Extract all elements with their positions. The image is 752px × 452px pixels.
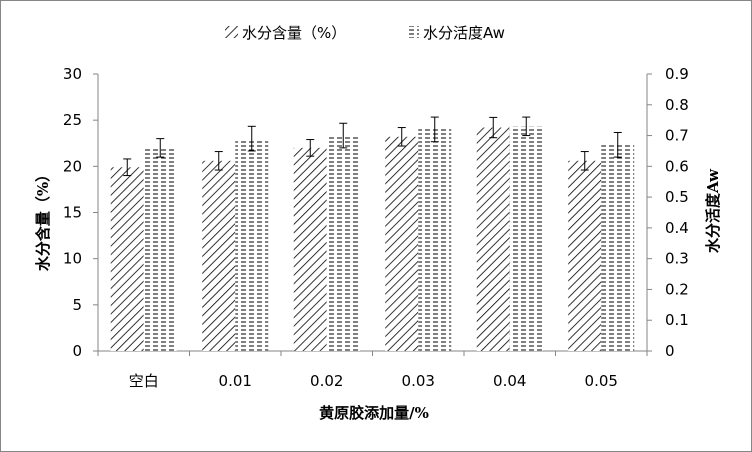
bar-aw [235, 138, 269, 351]
bar-aw [143, 147, 177, 351]
x-tick-label: 0.05 [585, 372, 618, 390]
right-tick-label: 0.9 [665, 65, 689, 83]
right-tick-label: 0.3 [665, 250, 689, 268]
bar-moisture [568, 160, 602, 351]
left-y-ticks: 0 5 10 15 20 25 30 [63, 65, 98, 360]
right-tick-label: 0 [665, 342, 675, 360]
x-ticks: 空白 0.01 0.02 0.03 0.04 0.05 [97, 351, 648, 390]
left-tick-label: 25 [63, 111, 82, 129]
legend-swatch-aw [406, 26, 419, 38]
x-tick-label: 0.01 [219, 372, 252, 390]
right-tick-label: 0.5 [665, 188, 689, 206]
right-tick-label: 0.1 [665, 311, 689, 329]
x-tick-label: 0.02 [310, 372, 343, 390]
left-tick-label: 15 [63, 204, 82, 222]
bar-aw [418, 129, 452, 351]
right-tick-label: 0.6 [665, 157, 689, 175]
bar-moisture [293, 147, 327, 351]
error-bars [123, 116, 622, 177]
x-tick-label: 空白 [129, 372, 159, 390]
legend: 水分含量（%） 水分活度Aw [225, 24, 505, 42]
bar-moisture [202, 160, 236, 351]
right-tick-label: 0.8 [665, 96, 689, 114]
right-tick-label: 0.2 [665, 280, 689, 298]
bar-moisture [476, 127, 510, 351]
bar-aw [601, 144, 635, 351]
bar-aw [326, 135, 360, 351]
left-tick-label: 10 [63, 250, 82, 268]
legend-label-moisture: 水分含量（%） [242, 24, 346, 42]
right-tick-label: 0.7 [665, 127, 689, 145]
y-axis-title-right: 水分活度Aw [704, 168, 722, 253]
left-tick-label: 30 [63, 65, 82, 83]
right-y-ticks: 0 0.1 0.2 0.3 0.4 0.5 0.6 0.7 0.8 0.9 [647, 65, 689, 360]
bar-moisture [385, 136, 419, 351]
x-axis-title: 黄原胶添加量/% [319, 404, 429, 422]
bar-aw [509, 126, 543, 351]
x-tick-label: 0.03 [402, 372, 435, 390]
legend-label-aw: 水分活度Aw [423, 24, 505, 42]
y-axis-title-left: 水分含量（%） [34, 167, 52, 271]
right-tick-label: 0.4 [665, 219, 689, 237]
left-tick-label: 20 [63, 157, 82, 175]
bars [110, 126, 635, 351]
left-tick-label: 5 [72, 296, 82, 314]
left-tick-label: 0 [72, 342, 82, 360]
legend-swatch-moisture [225, 26, 238, 38]
bar-moisture [110, 167, 144, 351]
x-tick-label: 0.04 [493, 372, 526, 390]
